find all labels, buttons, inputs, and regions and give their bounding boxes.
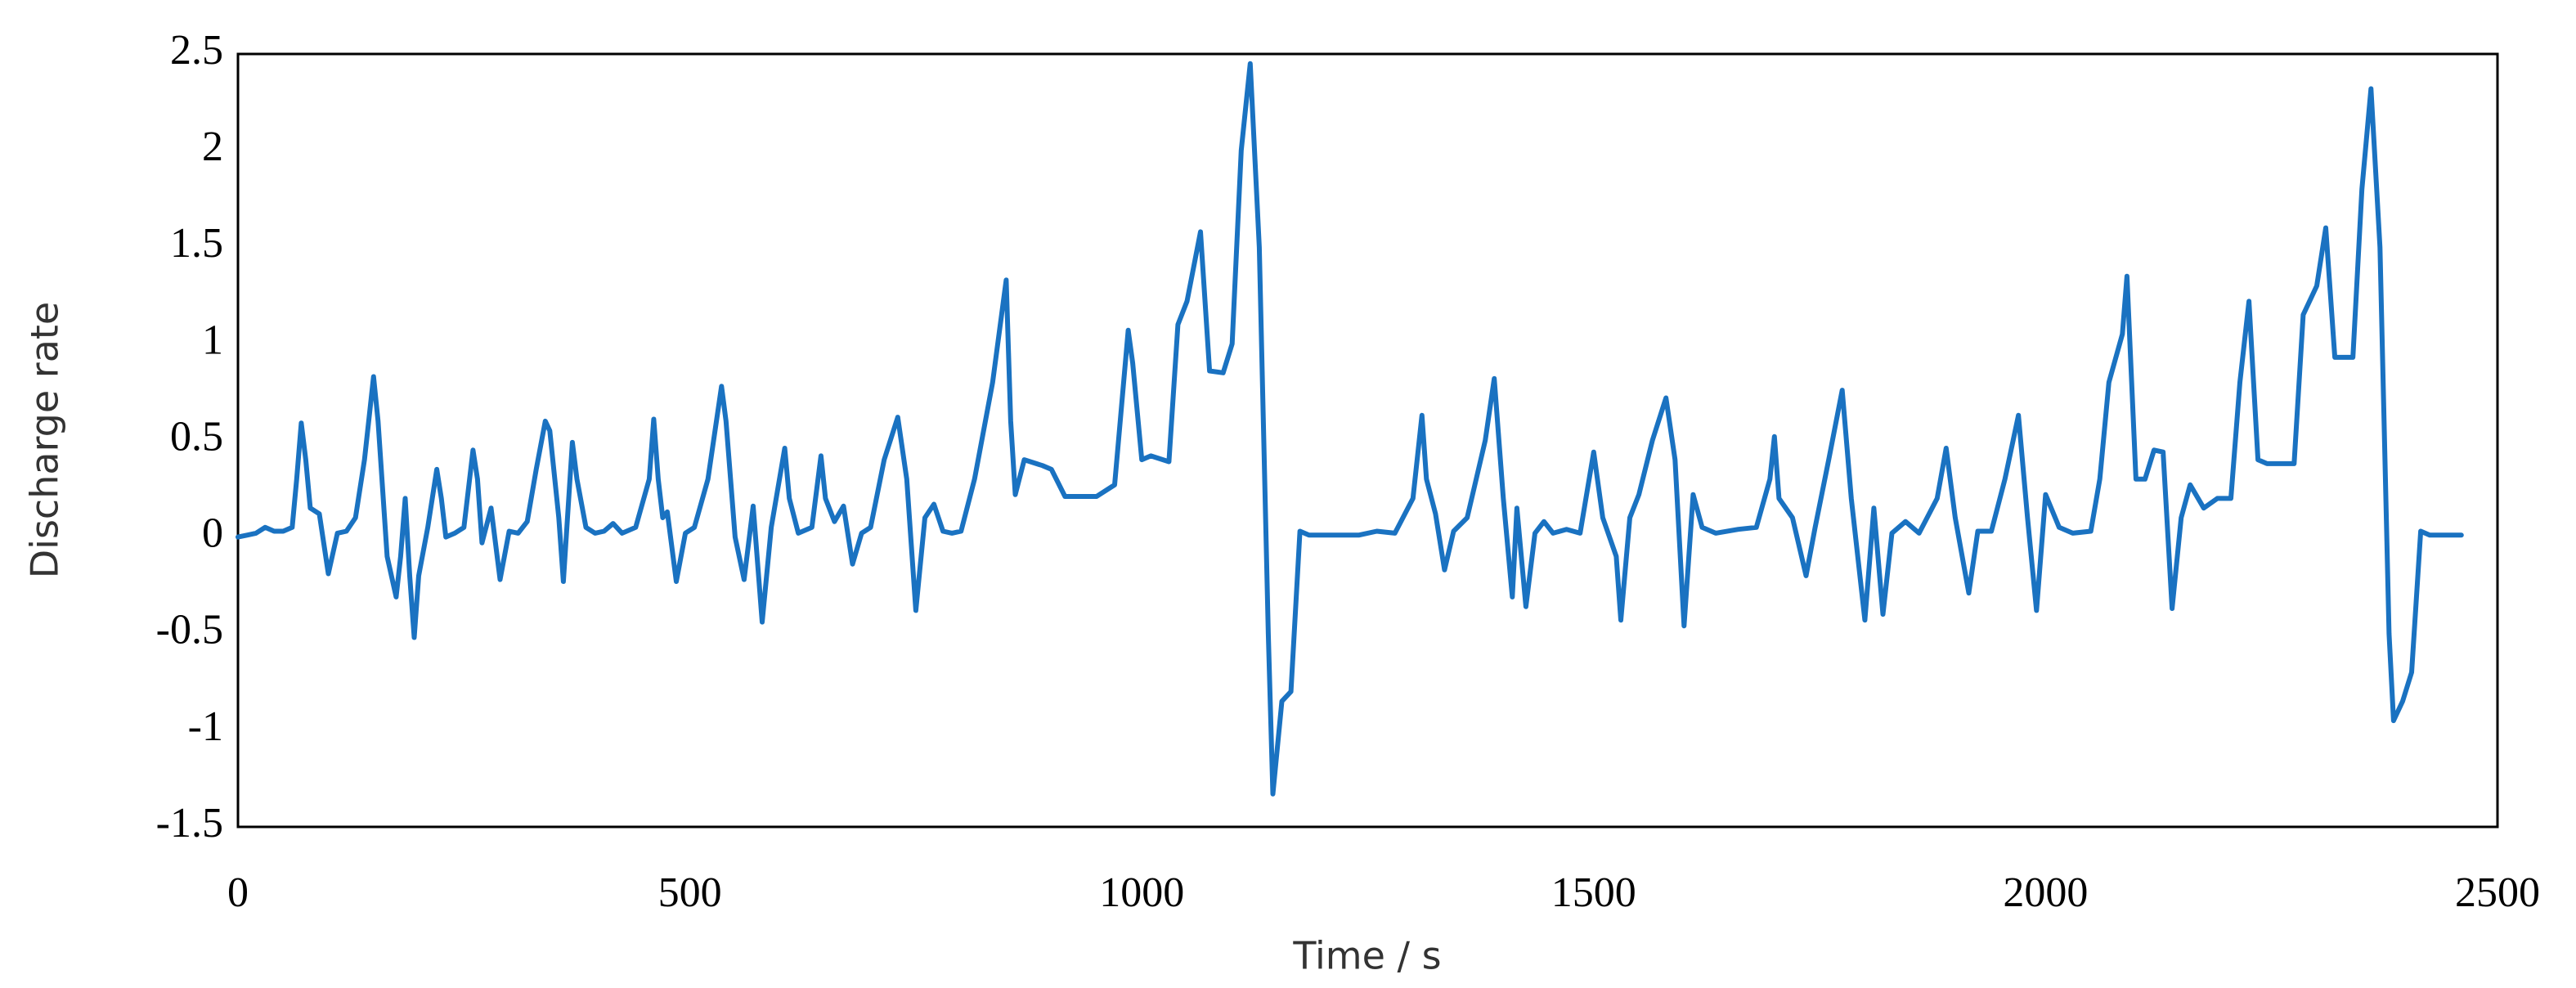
y-tick-label: -0.5 <box>156 607 223 653</box>
data-line <box>236 61 2464 797</box>
y-tick-label: 1.5 <box>170 220 223 267</box>
x-tick-label: 2500 <box>2455 869 2540 916</box>
y-axis-title: Discharge rate <box>23 302 67 578</box>
y-tick-label: 2 <box>202 124 223 170</box>
plot-frame <box>236 52 2499 829</box>
y-tick-label: 0 <box>202 510 223 557</box>
x-tick-label: 1500 <box>1551 869 1636 916</box>
x-tick-label: 500 <box>658 869 722 916</box>
y-tick-label: 0.5 <box>170 413 223 460</box>
x-tick-label: 2000 <box>2003 869 2088 916</box>
y-tick-label: 2.5 <box>170 27 223 74</box>
y-tick-label: 1 <box>202 317 223 363</box>
y-tick-label: -1 <box>188 703 223 750</box>
x-tick-label: 1000 <box>1099 869 1184 916</box>
x-axis-title: Time / s <box>1292 934 1441 978</box>
y-tick-label: -1.5 <box>156 800 223 847</box>
x-tick-label: 0 <box>227 869 249 916</box>
